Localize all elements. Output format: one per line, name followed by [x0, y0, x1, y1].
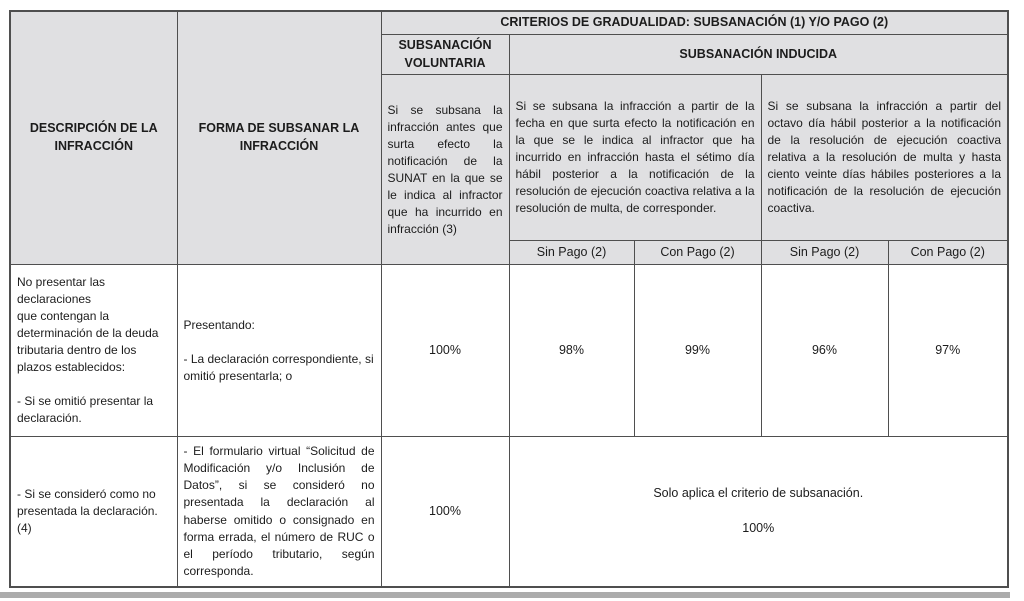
row2-merged-subsanacion: Solo aplica el criterio de subsanación. … — [508, 436, 1009, 588]
inducida-description-2: Si se subsana la infracción a partir del… — [760, 74, 1009, 242]
table-row: No presentar las declaraciones que conte… — [9, 264, 1009, 438]
header-con-pago-1: Con Pago (2) — [633, 240, 762, 266]
header-sin-pago-2: Sin Pago (2) — [760, 240, 889, 266]
table-row: SUBSANACIÓN VOLUNTARIA SUBSANACIÓN INDUC… — [10, 33, 1009, 76]
row2-descripcion: - Si se consideró como no presentada la … — [9, 436, 178, 588]
table-row: Si se subsana la infracción antes que su… — [10, 74, 1009, 266]
gradualidad-table: DESCRIPCIÓN DE LA INFRACCIÓN FORMA DE SU… — [9, 10, 1010, 588]
header-subsanacion-voluntaria: SUBSANACIÓN VOLUNTARIA — [380, 33, 510, 76]
table-row: - Si se consideró como no presentada la … — [9, 436, 1009, 588]
table-row: DESCRIPCIÓN DE LA INFRACCIÓN FORMA DE SU… — [9, 10, 1009, 266]
header-subsanacion-inducida: SUBSANACIÓN INDUCIDA — [508, 33, 1009, 76]
header-criterios-gradualidad: CRITERIOS DE GRADUALIDAD: SUBSANACIÓN (1… — [380, 10, 1009, 35]
row1-con-pago-2-pct: 97% — [887, 264, 1009, 438]
inducida-description-1: Si se subsana la infracción a partir de … — [508, 74, 762, 242]
row1-descripcion: No presentar las declaraciones que conte… — [9, 264, 178, 438]
header-con-pago-2: Con Pago (2) — [887, 240, 1009, 266]
header-forma-subsanar: FORMA DE SUBSANAR LA INFRACCIÓN — [176, 10, 382, 266]
row1-con-pago-1-pct: 99% — [633, 264, 762, 438]
row2-forma: - El formulario virtual “Solicitud de Mo… — [176, 436, 382, 588]
header-descripcion-infraccion: DESCRIPCIÓN DE LA INFRACCIÓN — [9, 10, 178, 266]
row1-sin-pago-2-pct: 96% — [760, 264, 889, 438]
table-bottom-shadow-bar — [0, 592, 1010, 598]
row1-sin-pago-1-pct: 98% — [508, 264, 635, 438]
header-sin-pago-1: Sin Pago (2) — [508, 240, 635, 266]
row1-forma: Presentando: - La declaración correspond… — [176, 264, 382, 438]
voluntaria-description: Si se subsana la infracción antes que su… — [380, 74, 510, 266]
row2-voluntaria-pct: 100% — [380, 436, 510, 588]
row1-voluntaria-pct: 100% — [380, 264, 510, 438]
